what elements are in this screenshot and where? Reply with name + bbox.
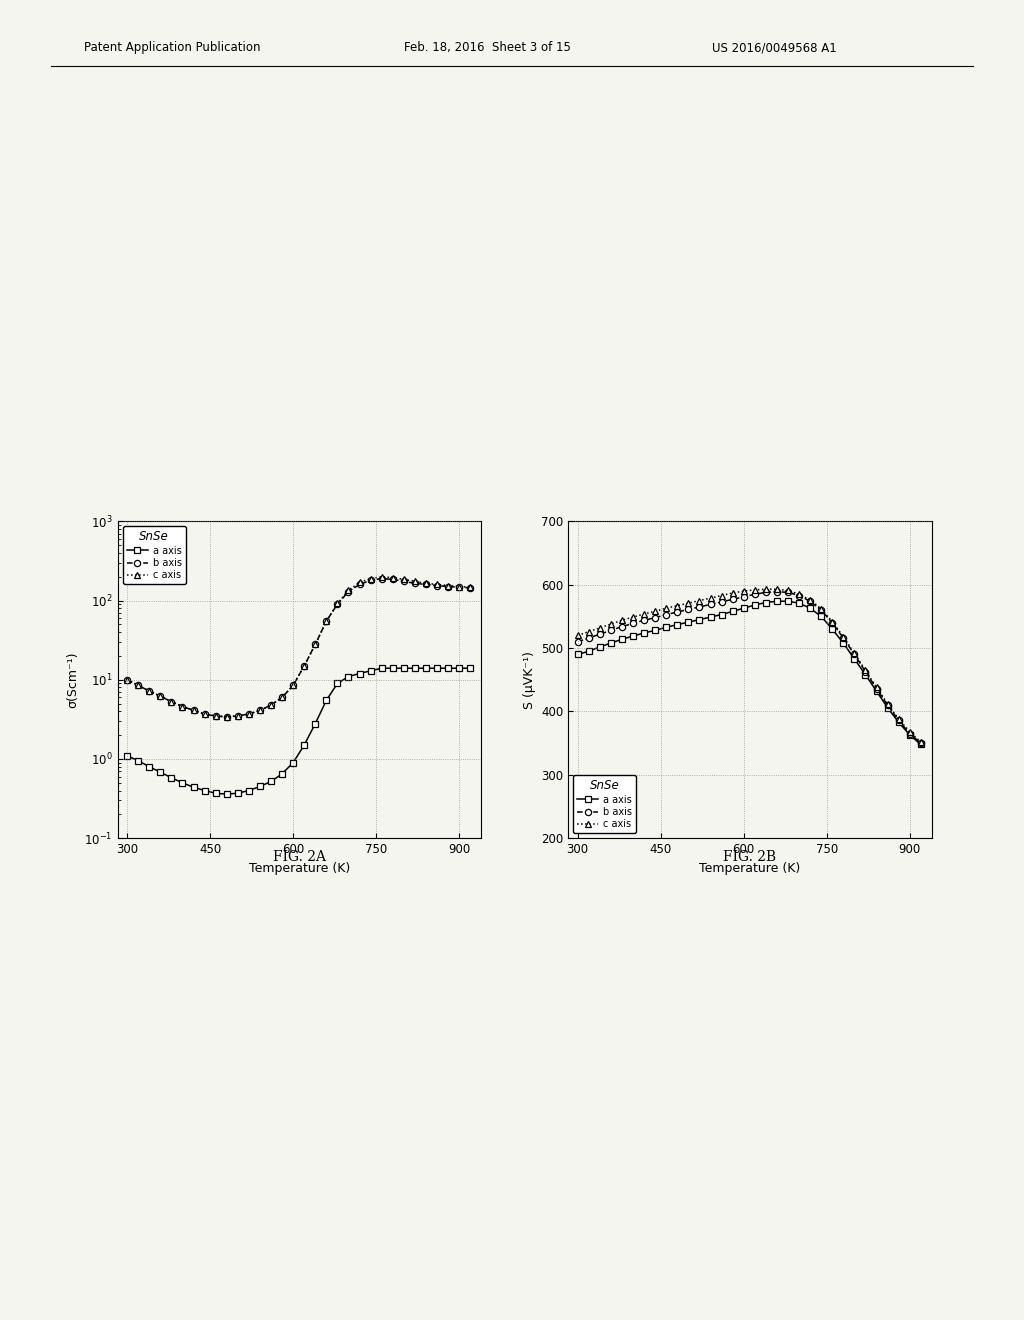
Text: Feb. 18, 2016  Sheet 3 of 15: Feb. 18, 2016 Sheet 3 of 15	[404, 41, 571, 54]
Text: FIG. 2B: FIG. 2B	[723, 850, 776, 863]
X-axis label: Temperature (K): Temperature (K)	[699, 862, 801, 875]
Text: Patent Application Publication: Patent Application Publication	[84, 41, 260, 54]
Y-axis label: σ(Scm⁻¹): σ(Scm⁻¹)	[66, 652, 79, 708]
Text: US 2016/0049568 A1: US 2016/0049568 A1	[712, 41, 837, 54]
X-axis label: Temperature (K): Temperature (K)	[249, 862, 350, 875]
Legend: a axis, b axis, c axis: a axis, b axis, c axis	[573, 775, 636, 833]
Text: FIG. 2A: FIG. 2A	[272, 850, 326, 863]
Y-axis label: S (μVK⁻¹): S (μVK⁻¹)	[522, 651, 536, 709]
Legend: a axis, b axis, c axis: a axis, b axis, c axis	[123, 527, 185, 585]
